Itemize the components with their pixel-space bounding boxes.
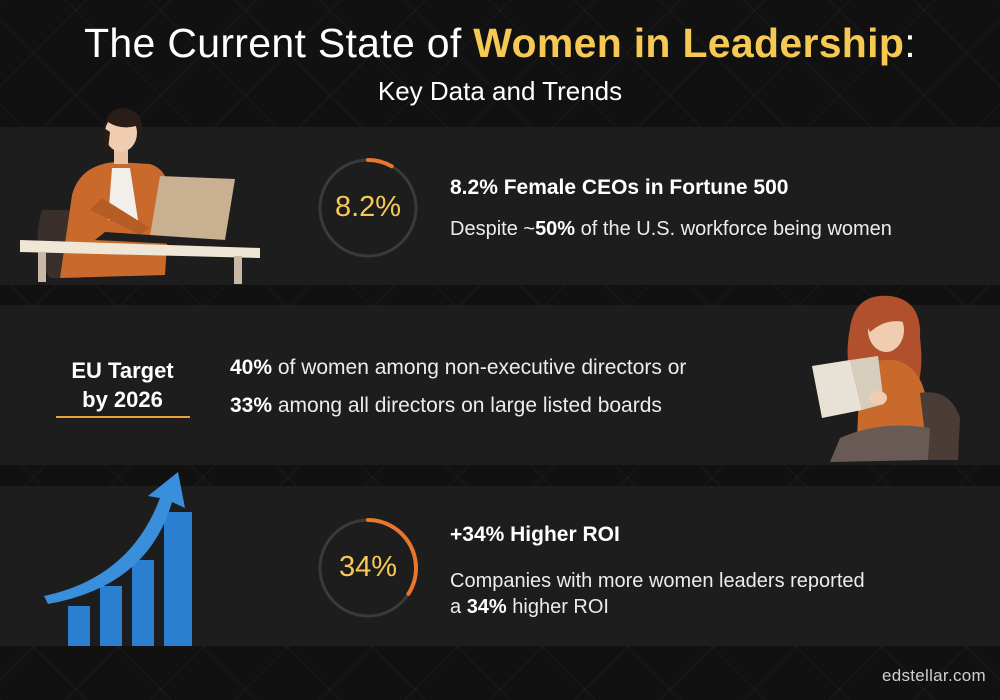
page-subtitle: Key Data and Trends <box>377 76 623 106</box>
ring-ceos-value: 8.2% <box>334 191 402 223</box>
stat-roi-desc-line2: a 34% higher ROI <box>450 594 865 620</box>
eu-line2-bold: 33% <box>230 394 273 417</box>
ring-ceos <box>318 158 418 258</box>
growth-bar-1 <box>68 606 90 646</box>
growth-bar-2 <box>100 586 122 646</box>
eu-label-line2: by 2026 <box>82 387 163 412</box>
header: The Current State of Women in Leadership… <box>0 0 1000 125</box>
ring-roi-progress <box>318 518 418 618</box>
stat-ceos-description: Despite ~50% of the U.S. workforce being… <box>450 216 892 242</box>
title-prefix: The Current State of <box>84 20 474 66</box>
page-title: The Current State of Women in Leadership… <box>0 20 1000 67</box>
stat-ceos-title: 8.2% Female CEOs in Fortune 500 <box>450 176 789 199</box>
growth-arrow <box>44 472 185 604</box>
title-suffix: : <box>904 20 916 66</box>
eu-line2-rest: among all directors on large listed boar… <box>272 394 662 417</box>
stat-roi-desc-line2-suffix: higher ROI <box>506 596 609 618</box>
growth-bar-4 <box>164 512 192 646</box>
stat-roi-desc-line1: Companies with more women leaders report… <box>450 570 865 592</box>
stat-roi-desc-line2-prefix: a <box>450 596 467 618</box>
stat-ceos-desc-bold: 50% <box>535 218 576 240</box>
stat-roi-title: +34% Higher ROI <box>450 523 620 546</box>
eu-target-label: EU Target by 2026 <box>55 356 190 414</box>
growth-bar-3 <box>132 560 154 646</box>
eu-label-underline <box>56 416 190 418</box>
growth-chart-illustration <box>44 472 192 646</box>
footer-brand: edstellar.com <box>881 666 986 685</box>
stat-roi-desc-line2-bold: 34% <box>466 596 507 618</box>
ring-roi <box>318 518 418 618</box>
stat-ceos-desc-prefix: Despite ~ <box>450 218 536 240</box>
woman-laptop-illustration <box>20 108 260 284</box>
eu-line1-rest: of women among non-executive directors o… <box>272 356 687 379</box>
eu-text-line2: 33% among all directors on large listed … <box>230 394 662 418</box>
ring-roi-value: 34% <box>338 551 398 583</box>
stat-ceos-desc-suffix: of the U.S. workforce being women <box>575 218 892 240</box>
eu-label-line1: EU Target <box>71 358 174 383</box>
title-highlight: Women in Leadership <box>473 20 905 66</box>
woman-reading-illustration <box>812 295 960 462</box>
eu-text-line1: 40% of women among non-executive directo… <box>230 356 686 380</box>
eu-line1-bold: 40% <box>230 356 273 379</box>
ring-ceos-progress <box>318 158 418 258</box>
stat-roi-description: Companies with more women leaders report… <box>450 568 865 620</box>
